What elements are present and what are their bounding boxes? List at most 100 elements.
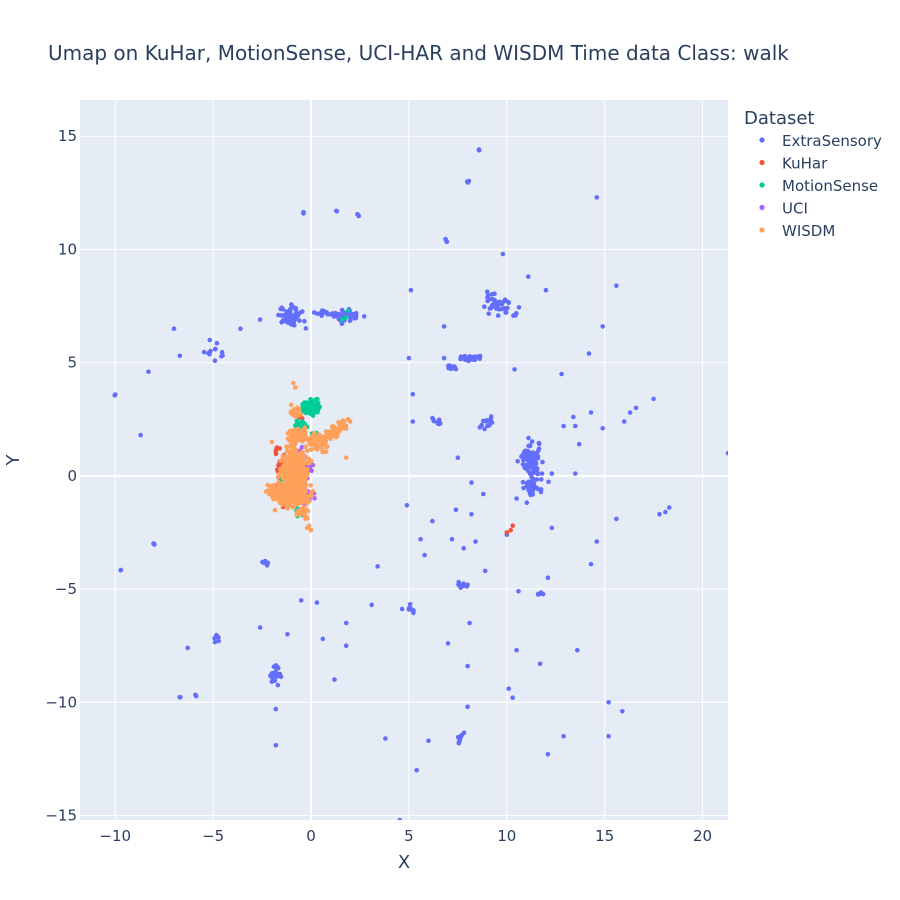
scatter-point[interactable] bbox=[206, 350, 211, 356]
scatter-point[interactable] bbox=[340, 317, 345, 322]
scatter-point[interactable] bbox=[138, 432, 143, 438]
scatter-point[interactable] bbox=[292, 486, 298, 491]
scatter-point[interactable] bbox=[294, 512, 300, 518]
scatter-point[interactable] bbox=[288, 402, 294, 408]
scatter-point[interactable] bbox=[462, 354, 468, 359]
scatter-point[interactable] bbox=[319, 441, 324, 446]
scatter-point[interactable] bbox=[500, 300, 506, 305]
scatter-point[interactable] bbox=[286, 491, 291, 496]
scatter-point[interactable] bbox=[487, 306, 493, 311]
scatter-point[interactable] bbox=[280, 476, 286, 481]
scatter-point[interactable] bbox=[330, 428, 336, 434]
scatter-point[interactable] bbox=[320, 310, 326, 315]
scatter-point[interactable] bbox=[481, 491, 486, 497]
scatter-point[interactable] bbox=[627, 410, 633, 415]
scatter-point[interactable] bbox=[606, 733, 611, 739]
scatter-point[interactable] bbox=[340, 309, 346, 314]
scatter-point[interactable] bbox=[549, 471, 555, 476]
scatter-point[interactable] bbox=[545, 752, 551, 757]
scatter-point[interactable] bbox=[600, 426, 605, 431]
scatter-point[interactable] bbox=[506, 299, 511, 305]
scatter-point[interactable] bbox=[485, 293, 491, 298]
scatter-point[interactable] bbox=[614, 283, 619, 289]
scatter-point[interactable] bbox=[177, 353, 183, 359]
scatter-point[interactable] bbox=[458, 354, 464, 360]
scatter-point[interactable] bbox=[320, 447, 325, 452]
scatter-point[interactable] bbox=[406, 355, 412, 361]
scatter-point[interactable] bbox=[212, 639, 218, 645]
scatter-point[interactable] bbox=[284, 503, 290, 508]
scatter-point[interactable] bbox=[343, 315, 349, 320]
scatter-point[interactable] bbox=[300, 449, 305, 455]
scatter-point[interactable] bbox=[355, 212, 361, 218]
scatter-point[interactable] bbox=[295, 500, 301, 506]
scatter-point[interactable] bbox=[473, 539, 478, 544]
scatter-point[interactable] bbox=[526, 482, 531, 488]
scatter-point[interactable] bbox=[304, 448, 310, 454]
scatter-point[interactable] bbox=[297, 480, 303, 486]
scatter-point[interactable] bbox=[287, 428, 293, 434]
scatter-point[interactable] bbox=[503, 310, 509, 315]
scatter-point[interactable] bbox=[219, 349, 225, 355]
scatter-point[interactable] bbox=[499, 306, 505, 312]
scatter-point[interactable] bbox=[586, 351, 592, 356]
scatter-point[interactable] bbox=[185, 645, 190, 651]
scatter-point[interactable] bbox=[274, 445, 280, 451]
scatter-point[interactable] bbox=[304, 495, 310, 500]
scatter-point[interactable] bbox=[469, 480, 474, 485]
scatter-point[interactable] bbox=[414, 767, 420, 773]
scatter-point[interactable] bbox=[300, 416, 305, 421]
scatter-point[interactable] bbox=[300, 499, 306, 505]
scatter-point[interactable] bbox=[299, 444, 305, 450]
scatter-point[interactable] bbox=[526, 274, 531, 279]
scatter-point[interactable] bbox=[334, 209, 340, 214]
scatter-point[interactable] bbox=[530, 491, 536, 497]
scatter-point[interactable] bbox=[594, 195, 600, 200]
scatter-point[interactable] bbox=[447, 365, 453, 370]
scatter-point[interactable] bbox=[292, 413, 298, 419]
scatter-point[interactable] bbox=[468, 356, 474, 362]
scatter-point[interactable] bbox=[302, 469, 307, 474]
scatter-point[interactable] bbox=[410, 419, 416, 424]
scatter-point[interactable] bbox=[321, 435, 326, 440]
scatter-point[interactable] bbox=[278, 306, 284, 312]
scatter-point[interactable] bbox=[299, 430, 304, 435]
scatter-point[interactable] bbox=[345, 416, 351, 422]
scatter-point[interactable] bbox=[614, 516, 619, 522]
scatter-point[interactable] bbox=[484, 289, 490, 295]
scatter-point[interactable] bbox=[477, 425, 483, 430]
scatter-point[interactable] bbox=[281, 498, 287, 504]
scatter-point[interactable] bbox=[573, 423, 578, 429]
scatter-point[interactable] bbox=[515, 458, 520, 464]
scatter-point[interactable] bbox=[276, 480, 282, 485]
scatter-point[interactable] bbox=[514, 647, 519, 653]
scatter-point[interactable] bbox=[489, 292, 495, 297]
scatter-point[interactable] bbox=[286, 455, 292, 461]
scatter-point[interactable] bbox=[292, 490, 298, 495]
scatter-point[interactable] bbox=[445, 641, 451, 646]
scatter-point[interactable] bbox=[657, 512, 662, 517]
scatter-point[interactable] bbox=[524, 500, 530, 506]
scatter-point[interactable] bbox=[345, 308, 351, 313]
scatter-point[interactable] bbox=[286, 495, 291, 501]
scatter-point[interactable] bbox=[588, 561, 594, 567]
scatter-point[interactable] bbox=[309, 458, 314, 464]
scatter-point[interactable] bbox=[311, 310, 317, 315]
scatter-point[interactable] bbox=[178, 694, 183, 700]
scatter-point[interactable] bbox=[426, 738, 431, 744]
scatter-point[interactable] bbox=[315, 400, 321, 406]
scatter-point[interactable] bbox=[298, 412, 304, 417]
scatter-point[interactable] bbox=[277, 671, 283, 677]
scatter-point[interactable] bbox=[293, 435, 299, 441]
scatter-point[interactable] bbox=[490, 303, 496, 309]
scatter-point[interactable] bbox=[273, 487, 279, 493]
scatter-point[interactable] bbox=[459, 583, 464, 589]
scatter-point[interactable] bbox=[510, 523, 515, 528]
scatter-point[interactable] bbox=[216, 638, 221, 644]
scatter-point[interactable] bbox=[397, 818, 402, 823]
scatter-point[interactable] bbox=[559, 371, 564, 377]
scatter-point[interactable] bbox=[300, 439, 305, 444]
scatter-point[interactable] bbox=[274, 674, 280, 679]
scatter-point[interactable] bbox=[269, 679, 275, 684]
scatter-point[interactable] bbox=[288, 306, 293, 312]
